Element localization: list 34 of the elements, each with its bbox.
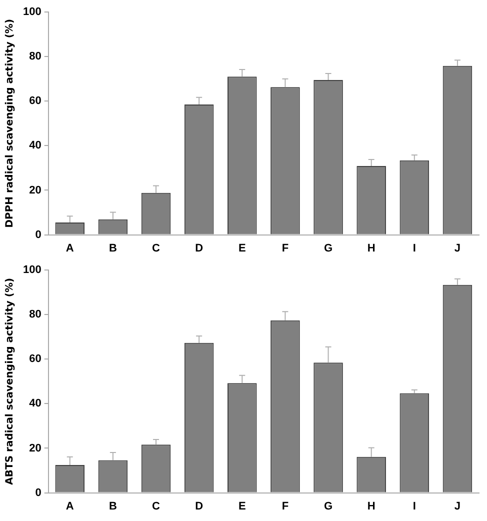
- x-tick-label: F: [282, 500, 289, 512]
- y-tick-label: 0: [35, 228, 42, 241]
- x-tick-label: C: [152, 242, 160, 254]
- y-tick-label: 80: [29, 308, 42, 321]
- x-tick-label: H: [367, 242, 376, 254]
- x-tick-label: B: [108, 500, 117, 512]
- x-tick-label: A: [66, 500, 74, 512]
- x-tick-label: G: [324, 500, 333, 512]
- y-tick-label: 40: [29, 140, 42, 152]
- x-tick-label: J: [454, 500, 461, 512]
- y-tick-label: 0: [35, 486, 42, 499]
- x-tick-label: D: [195, 500, 204, 512]
- y-tick-label: 20: [29, 442, 42, 454]
- x-tick-label: I: [412, 242, 416, 254]
- y-axis-title: ABTS radical scavenging activity (%): [4, 278, 16, 485]
- y-tick-label: 60: [29, 353, 42, 366]
- y-tick-label: 80: [29, 50, 42, 63]
- x-tick-label: E: [238, 500, 246, 512]
- x-tick-label: F: [282, 242, 289, 254]
- x-tick-label: C: [152, 500, 160, 512]
- x-tick-label: A: [66, 242, 74, 254]
- y-tick-label: 60: [29, 95, 42, 108]
- x-tick-label: H: [367, 500, 376, 512]
- x-tick-label: D: [195, 242, 204, 254]
- x-tick-label: B: [108, 242, 117, 254]
- y-tick-label: 40: [29, 398, 42, 410]
- x-tick-label: E: [238, 242, 246, 254]
- x-tick-label: I: [412, 500, 416, 512]
- y-tick-label: 100: [22, 6, 42, 18]
- y-tick-label: 20: [29, 184, 42, 196]
- x-tick-label: G: [324, 242, 333, 254]
- y-axis-title: DPPH radical scavenging activity (%): [4, 18, 16, 228]
- y-tick-label: 100: [22, 264, 42, 276]
- x-tick-label: J: [454, 242, 461, 254]
